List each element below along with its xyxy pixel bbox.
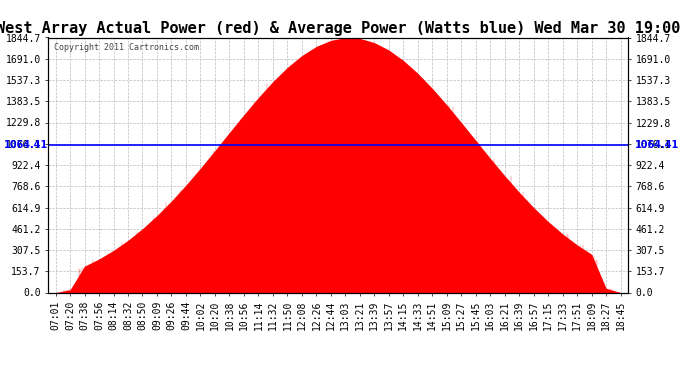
Title: West Array Actual Power (red) & Average Power (Watts blue) Wed Mar 30 19:00: West Array Actual Power (red) & Average …	[0, 21, 680, 36]
Text: 1064.41: 1064.41	[4, 140, 48, 150]
Text: 1064.41: 1064.41	[635, 140, 680, 150]
Text: Copyright 2011 Cartronics.com: Copyright 2011 Cartronics.com	[54, 43, 199, 52]
